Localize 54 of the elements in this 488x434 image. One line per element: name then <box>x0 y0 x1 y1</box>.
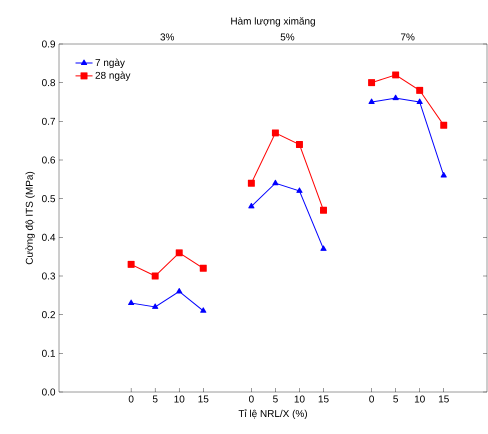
point <box>440 172 447 178</box>
point <box>200 307 206 313</box>
point <box>272 129 279 136</box>
point <box>296 141 303 148</box>
legend-label: 7 ngày <box>96 58 125 68</box>
y-tick-label: 0.9 <box>42 40 56 48</box>
point <box>128 300 134 306</box>
y-tick-label: 0.5 <box>42 195 56 202</box>
y-tick-label: 0.1 <box>42 350 55 357</box>
text: 5% <box>280 33 294 40</box>
x-axis-title: Tỉ lệ NRL/X (%) <box>238 409 307 419</box>
point <box>176 288 182 294</box>
point <box>392 71 400 78</box>
point <box>152 303 158 309</box>
point <box>176 249 183 256</box>
point <box>440 122 448 129</box>
y-tick-label: 0.4 <box>42 234 56 241</box>
point <box>152 272 159 280</box>
point <box>320 206 327 214</box>
point <box>248 202 254 208</box>
x-tick-label: 5 <box>273 396 278 402</box>
legend-label: 28 ngày <box>96 71 130 81</box>
x-tick-label: 0 <box>369 396 374 403</box>
point <box>248 180 255 187</box>
x-tick-label: 5 <box>152 396 158 402</box>
point <box>416 86 424 94</box>
point <box>200 264 207 272</box>
x-tick-label: 10 <box>174 396 184 403</box>
point <box>128 260 135 268</box>
point <box>296 187 303 193</box>
y-tick-label: 0.8 <box>42 79 56 86</box>
point <box>416 98 423 104</box>
y-axis-title: Cường độ ITS (MPa) <box>25 172 35 264</box>
x-tick-label: 0 <box>128 396 134 403</box>
y-tick-label: 0.0 <box>42 388 56 396</box>
point <box>272 180 278 186</box>
y-tick-label: 0.7 <box>42 118 55 125</box>
x-tick-label: 10 <box>294 396 305 403</box>
x-tick-label: 15 <box>438 396 449 402</box>
text: 3% <box>160 33 174 40</box>
point <box>392 94 399 100</box>
x-tick-label: 15 <box>198 396 208 402</box>
text: 7% <box>400 33 415 40</box>
x-tick-label: 10 <box>414 396 425 403</box>
y-tick-label: 0.2 <box>42 311 55 318</box>
point <box>368 98 375 104</box>
point <box>320 245 327 251</box>
y-tick-label: 0.6 <box>42 156 56 164</box>
x-tick-label: 5 <box>393 396 398 402</box>
y-tick-label: 0.3 <box>42 272 56 280</box>
x-tick-label: 0 <box>248 396 254 403</box>
x-tick-label: 15 <box>318 396 329 402</box>
point <box>368 79 376 86</box>
x2-axis-title: Hàm lượng ximăng <box>231 17 315 27</box>
